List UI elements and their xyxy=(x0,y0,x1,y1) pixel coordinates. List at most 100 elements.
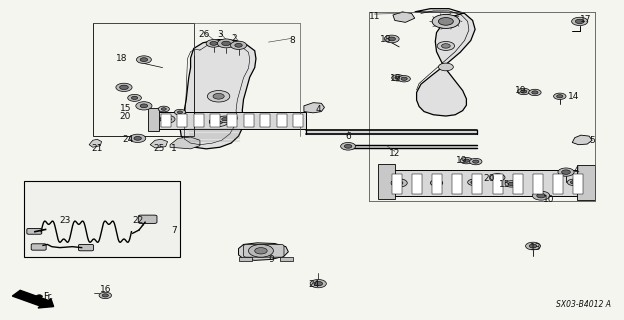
Text: 4: 4 xyxy=(315,105,321,114)
Bar xyxy=(24,181,180,257)
Text: 6: 6 xyxy=(345,132,351,140)
Text: 19: 19 xyxy=(390,74,402,83)
Circle shape xyxy=(520,90,527,93)
Bar xyxy=(432,174,442,194)
Text: 20: 20 xyxy=(484,174,495,183)
Text: 26: 26 xyxy=(198,30,210,39)
Circle shape xyxy=(557,95,563,98)
Circle shape xyxy=(525,242,540,250)
Polygon shape xyxy=(238,243,288,260)
Circle shape xyxy=(116,83,132,92)
Circle shape xyxy=(341,142,356,150)
Circle shape xyxy=(553,93,566,100)
FancyBboxPatch shape xyxy=(79,244,94,251)
Circle shape xyxy=(235,44,242,47)
Circle shape xyxy=(99,292,112,299)
Circle shape xyxy=(207,91,230,102)
Circle shape xyxy=(218,116,231,123)
Bar xyxy=(280,257,293,261)
Circle shape xyxy=(36,295,42,298)
Bar xyxy=(161,115,171,127)
Circle shape xyxy=(384,35,399,43)
Text: 21: 21 xyxy=(92,144,103,153)
Circle shape xyxy=(537,194,545,198)
Text: 13: 13 xyxy=(530,243,542,252)
Circle shape xyxy=(174,109,185,115)
Text: 15: 15 xyxy=(499,180,511,189)
Circle shape xyxy=(470,181,477,184)
Circle shape xyxy=(529,89,541,96)
Polygon shape xyxy=(170,137,200,149)
Text: 17: 17 xyxy=(580,15,592,24)
Text: 1: 1 xyxy=(171,144,177,153)
Circle shape xyxy=(437,42,454,50)
Circle shape xyxy=(391,179,407,187)
Bar xyxy=(227,115,237,127)
Circle shape xyxy=(439,18,453,25)
Text: 25: 25 xyxy=(154,144,165,153)
Circle shape xyxy=(395,76,401,79)
Bar xyxy=(472,174,482,194)
Circle shape xyxy=(344,144,352,148)
FancyBboxPatch shape xyxy=(139,215,157,223)
Bar xyxy=(277,115,286,127)
FancyArrow shape xyxy=(12,290,54,308)
Circle shape xyxy=(217,39,235,48)
Bar xyxy=(260,115,270,127)
Polygon shape xyxy=(378,164,395,199)
Circle shape xyxy=(128,94,142,101)
Text: 3: 3 xyxy=(217,30,223,39)
Circle shape xyxy=(177,111,182,114)
Circle shape xyxy=(134,136,142,140)
Bar xyxy=(412,174,422,194)
Circle shape xyxy=(248,244,273,257)
Circle shape xyxy=(158,106,170,112)
Bar xyxy=(553,174,563,194)
Text: 2: 2 xyxy=(232,35,237,44)
Circle shape xyxy=(222,118,228,121)
Circle shape xyxy=(140,58,148,61)
Text: 9: 9 xyxy=(269,255,275,264)
Polygon shape xyxy=(572,135,592,145)
Text: 24: 24 xyxy=(308,280,319,289)
Circle shape xyxy=(570,181,577,184)
Circle shape xyxy=(401,77,407,80)
Circle shape xyxy=(432,14,459,28)
Polygon shape xyxy=(150,139,168,148)
Bar xyxy=(573,174,583,194)
Polygon shape xyxy=(415,9,475,116)
Polygon shape xyxy=(577,165,595,200)
Circle shape xyxy=(214,120,223,124)
Polygon shape xyxy=(155,112,306,129)
Bar xyxy=(452,174,462,194)
Circle shape xyxy=(529,244,537,248)
Text: 24: 24 xyxy=(123,135,134,144)
Circle shape xyxy=(558,168,574,176)
Polygon shape xyxy=(89,139,102,147)
Circle shape xyxy=(490,174,505,181)
Text: 10: 10 xyxy=(543,195,554,204)
Polygon shape xyxy=(149,108,160,131)
Circle shape xyxy=(434,181,440,185)
Circle shape xyxy=(314,281,323,286)
Circle shape xyxy=(467,179,480,186)
FancyBboxPatch shape xyxy=(31,244,46,250)
Text: 19: 19 xyxy=(456,156,467,165)
Text: 15: 15 xyxy=(119,104,131,113)
Circle shape xyxy=(102,294,109,297)
Circle shape xyxy=(210,42,217,45)
Circle shape xyxy=(140,104,148,108)
Bar xyxy=(513,174,523,194)
Circle shape xyxy=(472,160,479,163)
Text: 7: 7 xyxy=(171,226,177,235)
Text: 8: 8 xyxy=(289,36,295,45)
Circle shape xyxy=(213,93,224,99)
Bar xyxy=(533,174,543,194)
Circle shape xyxy=(463,159,469,162)
Circle shape xyxy=(508,182,514,186)
FancyBboxPatch shape xyxy=(243,244,284,257)
Circle shape xyxy=(575,19,584,24)
Bar xyxy=(194,115,204,127)
Circle shape xyxy=(230,41,246,50)
Bar xyxy=(210,115,220,127)
